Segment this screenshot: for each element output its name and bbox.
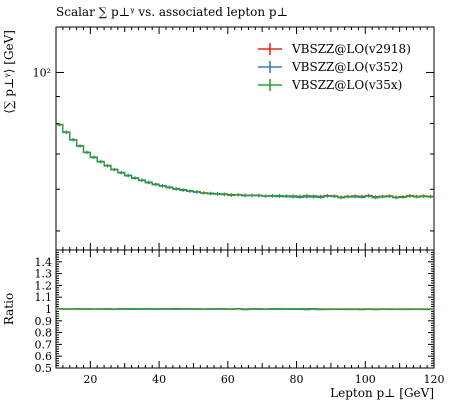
ratio-line-vbszz-lo-v35x- <box>56 308 434 311</box>
ratio-tick-label: 1.2 <box>35 279 53 292</box>
ratio-tick-label: 1.1 <box>35 291 53 304</box>
chart-title: Scalar ∑ p⊥ᵞ vs. associated lepton p⊥ <box>56 5 288 19</box>
legend: VBSZZ@LO(v2918) VBSZZ@LO(v352) VBSZZ@LO(v3… <box>258 42 411 92</box>
ratio-tick-label: 0.8 <box>35 327 53 340</box>
y-axis-label: ⟨∑ p⊥ᵞ⟩ [GeV] <box>2 30 16 114</box>
x-tick-label: 60 <box>221 373 235 386</box>
ratio-tick-label: 0.5 <box>35 362 53 375</box>
ratio-y-axis-label: Ratio <box>2 293 16 325</box>
x-tick-label: 20 <box>83 373 97 386</box>
main-panel-ticks: 10² <box>33 66 434 232</box>
ratio-tick-label: 0.6 <box>35 350 53 363</box>
legend-label-vbszz-lo-v35x-: VBSZZ@LO(v35x) <box>291 78 402 92</box>
x-tick-label: 100 <box>355 373 376 386</box>
ratio-tick-label: 1.3 <box>35 268 53 281</box>
main-series-group <box>56 122 434 200</box>
ratio-tick-label: 1.4 <box>35 256 53 269</box>
ratio-panel-ticks: 0.50.60.70.80.911.11.21.31.4 <box>35 249 434 375</box>
series-line-vbszz-lo-v35x- <box>56 123 434 198</box>
x-tick-label: 40 <box>152 373 166 386</box>
ratio-tick-label: 0.9 <box>35 315 53 328</box>
ratio-series-group <box>56 308 434 311</box>
ratio-tick-label: 1 <box>45 303 52 316</box>
y-tick-label: 10² <box>33 66 51 79</box>
legend-label-vbszz-lo-v352-: VBSZZ@LO(v352) <box>291 60 403 74</box>
series-line-vbszz-lo-v2918- <box>56 124 434 198</box>
series-line-vbszz-lo-v352- <box>56 124 434 199</box>
ratio-tick-label: 0.7 <box>35 338 53 351</box>
x-tick-label: 120 <box>424 373 445 386</box>
x-axis-ticks: 20 40 60 80 100 120 <box>55 27 445 386</box>
x-tick-label: 80 <box>290 373 304 386</box>
legend-label-vbszz-lo-v2918-: VBSZZ@LO(v2918) <box>291 42 411 56</box>
x-axis-label: Lepton p⊥ [GeV] <box>330 386 434 400</box>
